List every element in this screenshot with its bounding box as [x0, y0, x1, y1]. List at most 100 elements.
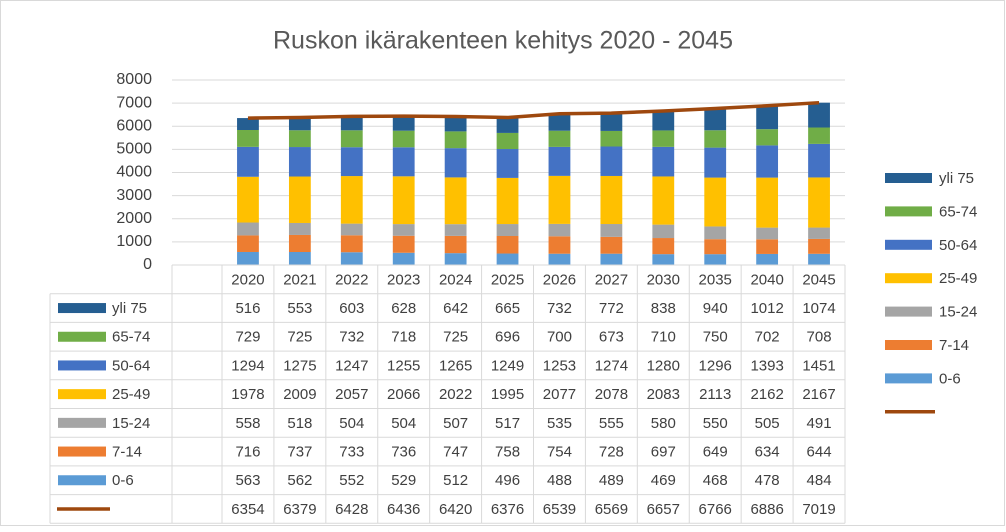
- y-tick-label: 1000: [116, 233, 152, 250]
- legend-swatch: [885, 273, 932, 284]
- table-cell: 550: [703, 415, 728, 432]
- x-tick-label: 2030: [647, 271, 680, 288]
- bar-segment: [548, 146, 571, 176]
- table-cell: 696: [495, 329, 520, 346]
- table-cell: 716: [235, 444, 260, 461]
- table-cell: 665: [495, 300, 520, 317]
- bar-segment: [496, 236, 519, 254]
- table-cell: 505: [755, 415, 780, 432]
- bar-segment: [704, 177, 727, 227]
- legend-label: 65-74: [939, 203, 977, 220]
- bar-segment: [237, 146, 259, 177]
- table-cell: 1265: [439, 357, 472, 374]
- bar-segment: [496, 149, 519, 178]
- bar-segment: [288, 234, 311, 253]
- table-cell: 580: [651, 415, 676, 432]
- bar-segment: [652, 238, 675, 255]
- table-cell: 1247: [335, 357, 368, 374]
- y-tick-label: 3000: [116, 187, 152, 204]
- bar-segment: [600, 146, 623, 176]
- legend-swatch: [885, 206, 932, 217]
- table-row-label: 15-24: [112, 415, 150, 432]
- bar-segment: [340, 147, 363, 177]
- bar-segment: [237, 118, 259, 130]
- table-cell: 529: [391, 472, 416, 489]
- bar-segment: [444, 177, 467, 225]
- bar-segment: [237, 176, 259, 223]
- table-cell: 6539: [543, 501, 576, 518]
- bar-segment: [704, 147, 727, 178]
- table-cell: 1451: [802, 357, 835, 374]
- bar-segment: [756, 239, 779, 254]
- table-cell: 517: [495, 415, 520, 432]
- table-cell: 2078: [595, 386, 628, 403]
- table-cell: 697: [651, 444, 676, 461]
- table-cell: 758: [495, 444, 520, 461]
- bar-segment: [704, 254, 727, 265]
- legend-swatch: [885, 340, 932, 350]
- table-cell: 2167: [802, 386, 835, 403]
- bar-segment: [548, 253, 571, 265]
- x-tick-label: 2024: [439, 271, 472, 288]
- bar-segment: [444, 131, 467, 149]
- bar-segment: [548, 236, 571, 254]
- table-cell: 6657: [647, 501, 680, 518]
- legend-swatch: [885, 306, 932, 317]
- table-legend-swatch: [58, 360, 106, 371]
- bar-segment: [808, 253, 830, 265]
- table-cell: 6376: [491, 501, 524, 518]
- bar-segment: [808, 102, 830, 128]
- x-tick-label: 2021: [283, 271, 316, 288]
- table-cell: 7019: [802, 501, 835, 518]
- table-cell: 6428: [335, 501, 368, 518]
- bar-segment: [704, 226, 727, 240]
- y-tick-label: 8000: [116, 71, 152, 88]
- table-cell: 2077: [543, 386, 576, 403]
- table-cell: 489: [599, 472, 624, 489]
- bar-segment: [340, 116, 363, 131]
- table-cell: 702: [755, 329, 780, 346]
- table-legend-swatch: [58, 475, 106, 486]
- table-cell: 1275: [283, 357, 316, 374]
- table-cell: 732: [339, 329, 364, 346]
- y-tick-label: 4000: [116, 164, 152, 181]
- legend-swatch: [885, 239, 932, 250]
- table-cell: 6354: [231, 501, 264, 518]
- table-cell: 628: [391, 300, 416, 317]
- bar-segment: [600, 130, 623, 147]
- table-row-label: yli 75: [112, 300, 147, 317]
- table-cell: 2066: [387, 386, 420, 403]
- bar-segment: [392, 147, 415, 177]
- bar-segment: [288, 147, 311, 177]
- table-legend-swatch: [58, 417, 106, 428]
- bar-segment: [652, 176, 675, 225]
- table-cell: 725: [287, 329, 312, 346]
- legend-swatch: [885, 373, 932, 384]
- bar-segment: [496, 224, 519, 237]
- bar-segment: [237, 129, 259, 147]
- table-cell: 2162: [750, 386, 783, 403]
- bar-segment: [392, 130, 415, 148]
- legend-label: 25-49: [939, 270, 977, 287]
- x-tick-label: 2022: [335, 271, 368, 288]
- table-cell: 634: [755, 444, 780, 461]
- table-cell: 6569: [595, 501, 628, 518]
- bar-segment: [496, 117, 519, 133]
- x-tick-label: 2027: [595, 271, 628, 288]
- bar-segment: [288, 252, 311, 265]
- bar-segment: [392, 176, 415, 225]
- table-cell: 750: [703, 329, 728, 346]
- table-row-label: 7-14: [112, 444, 142, 461]
- table-cell: 673: [599, 329, 624, 346]
- bar-segment: [808, 238, 830, 254]
- bar-segment: [548, 113, 571, 131]
- bar-segment: [444, 235, 467, 254]
- table-cell: 728: [599, 444, 624, 461]
- bar-segment: [392, 252, 415, 265]
- bar-segment: [704, 130, 727, 148]
- table-cell: 6436: [387, 501, 420, 518]
- table-cell: 1294: [231, 357, 264, 374]
- bar-segment: [808, 143, 830, 178]
- table-legend-swatch: [58, 331, 106, 342]
- table-cell: 772: [599, 300, 624, 317]
